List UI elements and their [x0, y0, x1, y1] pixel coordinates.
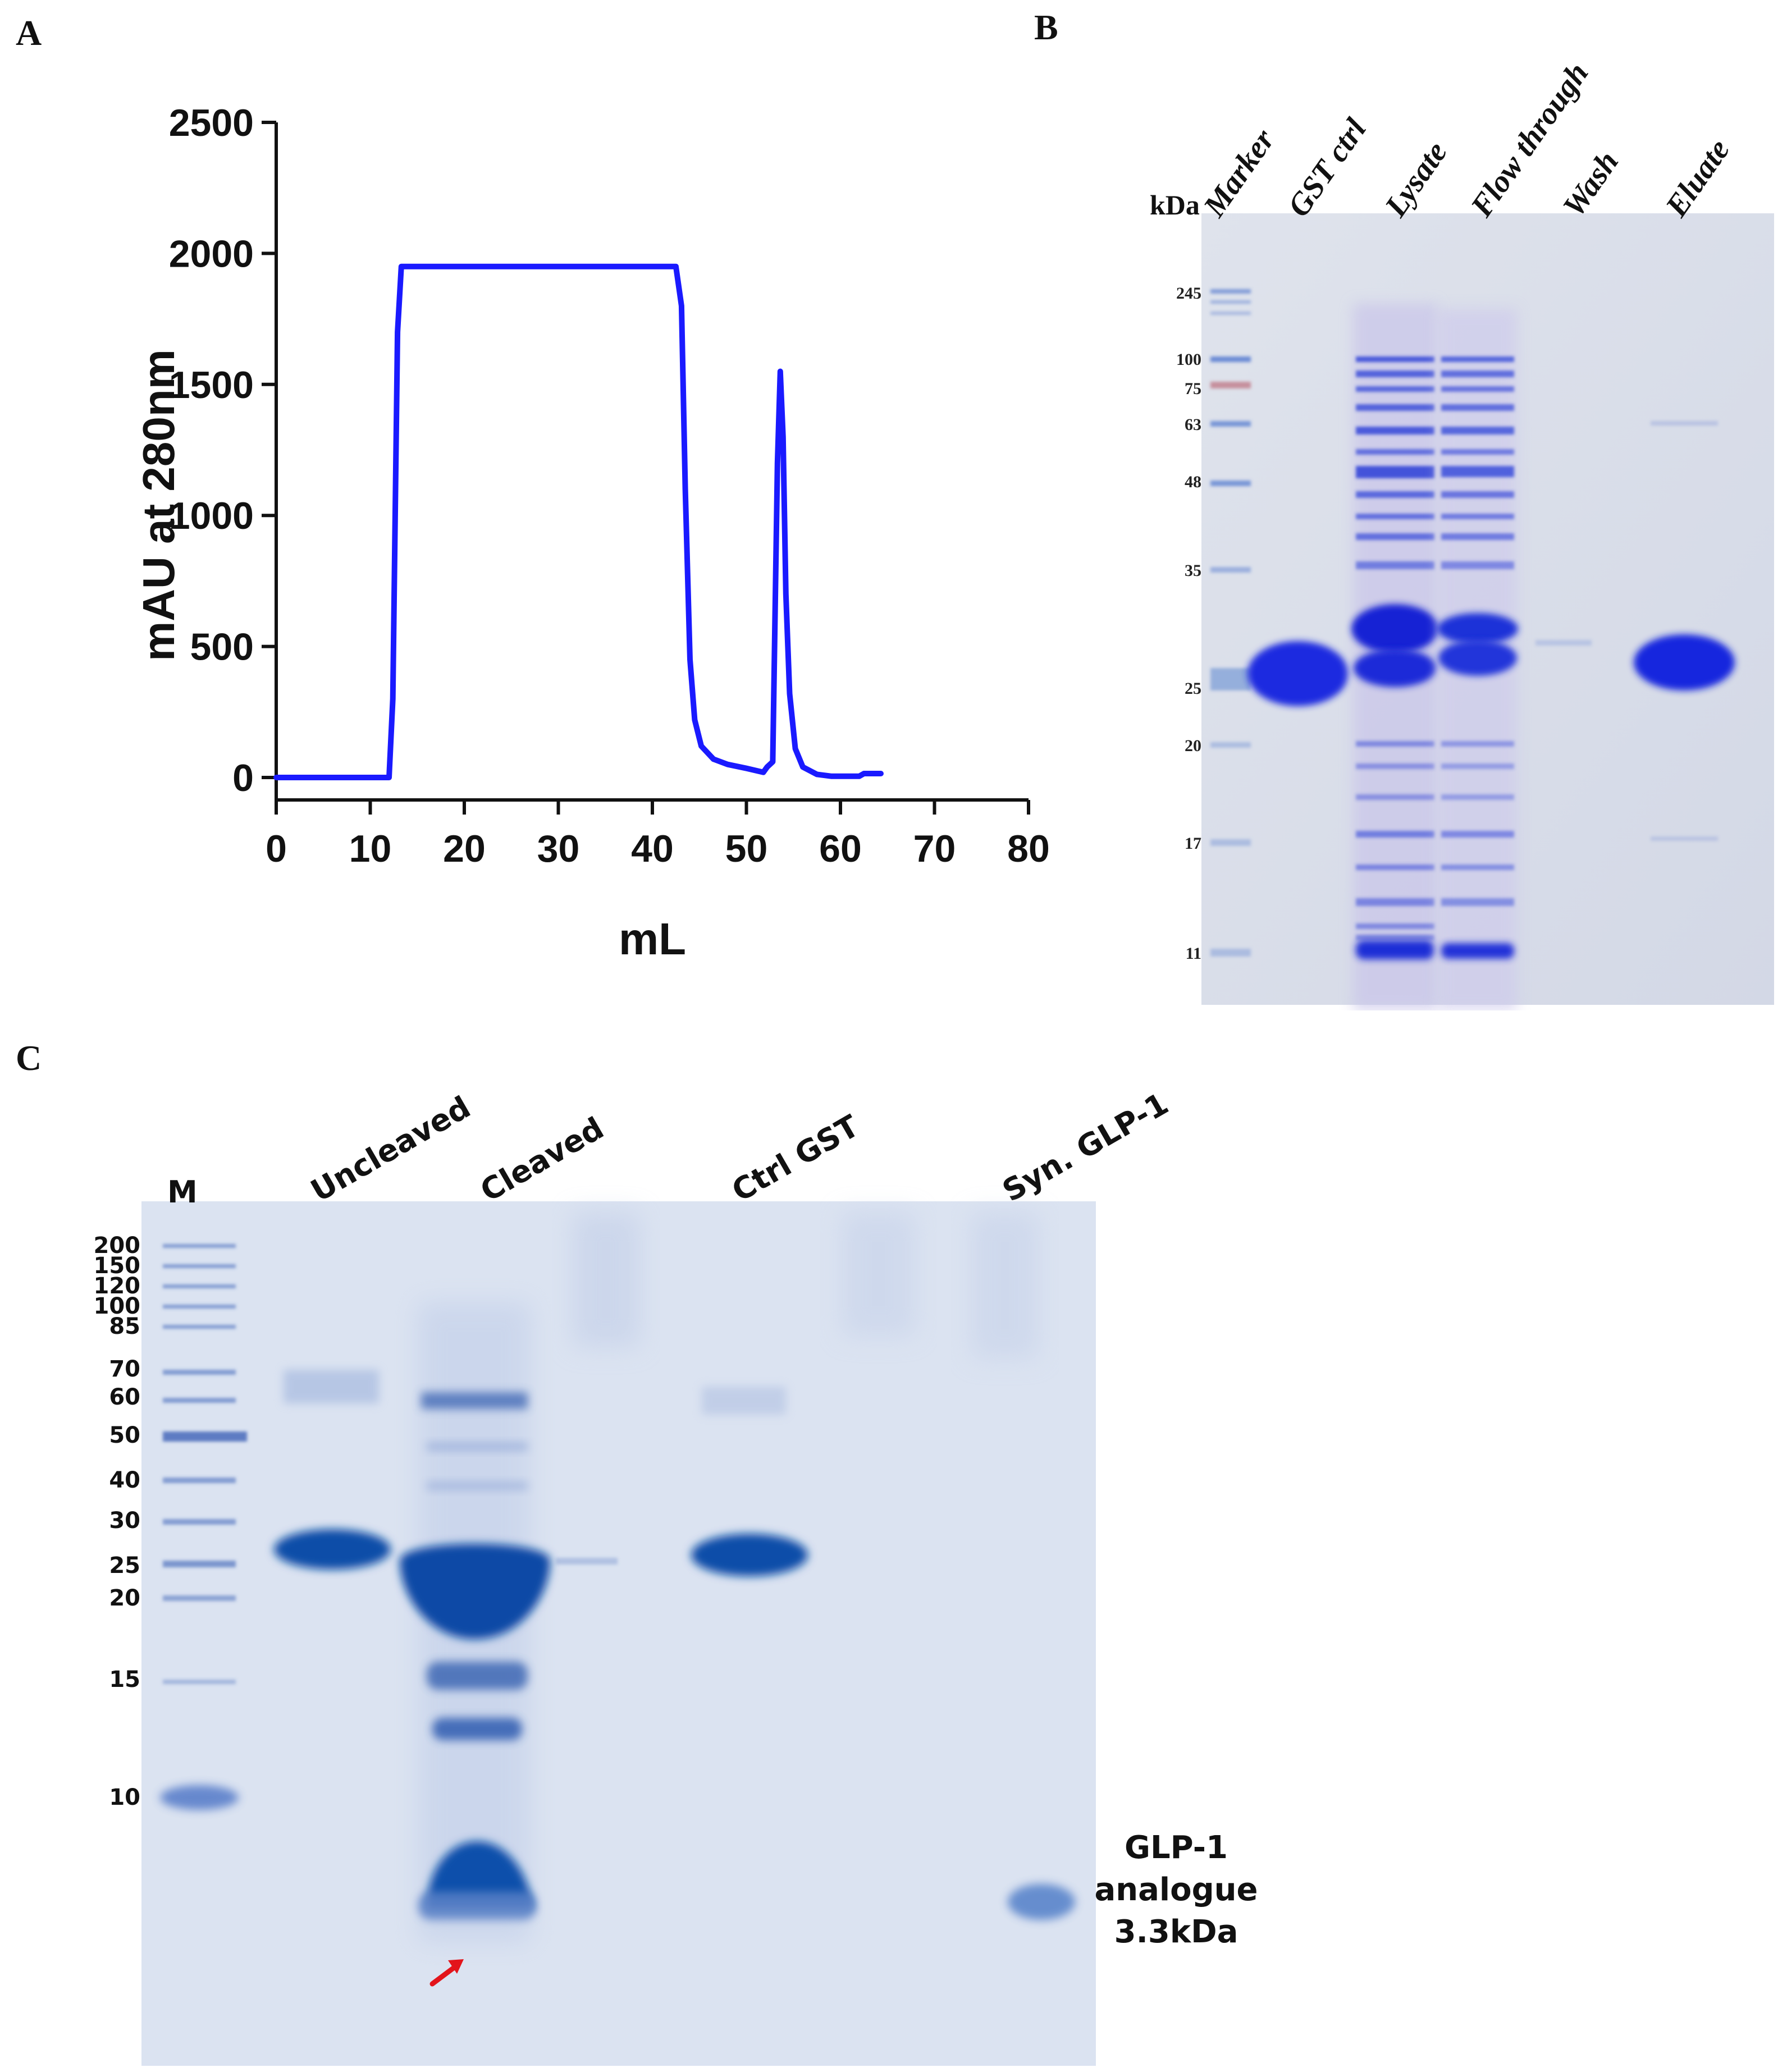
gel-b-mw-75: 75: [1185, 379, 1201, 398]
glp1-annotation-line2: analogue: [1094, 1872, 1258, 1908]
gel-c-lane-label-uncleaved: Uncleaved: [305, 1090, 476, 1209]
gel-c-marker-10kda-band: [160, 1785, 239, 1810]
gel-c-lane-label-ctrl-gst: Ctrl GST: [726, 1108, 865, 1209]
gel-b-unit-label: kDa: [1150, 189, 1200, 221]
gel-c-mw-150: 150: [94, 1253, 141, 1279]
gel-b-lane-label-eluate: Eluate: [1658, 133, 1736, 223]
x-tick-label: 10: [349, 827, 392, 870]
gel-c-mw-70: 70: [109, 1356, 140, 1382]
x-tick-label: 20: [443, 827, 486, 870]
gel-b-lane-label-lysate: Lysate: [1378, 135, 1454, 223]
gel-b-lysate-lane: [1351, 303, 1439, 1010]
gel-c-faint-band: [556, 1558, 618, 1565]
panel-label-b: B: [1034, 7, 1058, 47]
gel-b-mw-25: 25: [1185, 679, 1201, 698]
gel-b-mw-63: 63: [1185, 415, 1201, 434]
x-tick-label: 70: [913, 827, 956, 870]
y-tick-label: 1000: [169, 495, 254, 537]
y-tick-label: 0: [232, 757, 254, 799]
gel-c-mw-20: 20: [109, 1585, 140, 1611]
gel-c-mw-15: 15: [109, 1667, 140, 1693]
glp1-annotation-line3: 3.3kDa: [1114, 1914, 1238, 1950]
gel-b-mw-35: 35: [1185, 561, 1201, 580]
gel-b-gst-ctrl-band: [1247, 641, 1349, 706]
gel-c-mw-25: 25: [109, 1553, 140, 1579]
gel-b: Marker GST ctrl Lysate Flow through Wash…: [1150, 57, 1774, 1010]
gel-c-mw-30: 30: [109, 1508, 140, 1534]
gel-c-cleaved-lane: [400, 1302, 550, 1942]
gel-b-lane-label-wash: Wash: [1556, 145, 1625, 223]
gel-b-mw-17: 17: [1185, 834, 1201, 853]
gel-b-marker-lane: [1210, 289, 1251, 957]
y-tick-label: 1500: [169, 364, 254, 406]
x-tick-label: 60: [819, 827, 862, 870]
gel-c-mw-60: 60: [109, 1384, 140, 1410]
chromatogram-chart: 0 500 1000 1500 2000 2500 0 10 20 30 40 50 60 70 80 mA…: [134, 102, 1050, 964]
gel-c-syn-glp1-band: [1008, 1884, 1075, 1920]
panel-label-c: C: [16, 1038, 42, 1078]
gel-c-ctrl-gst-lane: [691, 1387, 808, 1576]
x-tick-label: 80: [1007, 827, 1050, 870]
x-axis-title: mL: [619, 914, 686, 964]
gel-b-lane-label-gst-ctrl: GST ctrl: [1281, 112, 1373, 223]
gel-c-uncleaved-lane: [274, 1370, 391, 1570]
gel-c-lane-label-syn-glp1: Syn. GLP-1: [997, 1086, 1174, 1209]
gel-c-mw-40: 40: [109, 1467, 140, 1493]
gel-c-lane-label-m: M: [167, 1174, 198, 1210]
y-tick-label: 2500: [169, 102, 254, 144]
gel-c: M Uncleaved Cleaved Ctrl GST Syn. GLP-1 …: [94, 1086, 1258, 2066]
gel-c-mw-10: 10: [109, 1785, 140, 1810]
series-line: [273, 263, 884, 780]
gel-b-mw-48: 48: [1185, 473, 1201, 491]
gel-c-faint-streak-1: [573, 1213, 640, 1347]
gel-b-mw-20: 20: [1185, 737, 1201, 755]
gel-c-mw-120: 120: [94, 1273, 141, 1299]
gel-c-mw-100: 100: [94, 1293, 141, 1319]
x-tick-label: 40: [631, 827, 674, 870]
gel-b-lane-label-marker: Marker: [1196, 122, 1282, 223]
glp1-annotation-line1: GLP-1: [1125, 1829, 1228, 1866]
gel-c-lane-label-cleaved: Cleaved: [474, 1110, 610, 1209]
gel-b-eluate-lane: [1634, 421, 1735, 841]
gel-b-flow-through-lane: [1437, 309, 1518, 1010]
x-tick-label: 0: [266, 827, 287, 870]
gel-c-faint-streak-2: [842, 1213, 915, 1336]
y-tick-label: 500: [190, 626, 254, 669]
red-arrow-icon: [429, 1959, 464, 1987]
gel-c-marker-lane: [163, 1244, 247, 1684]
gel-c-mw-50: 50: [109, 1423, 140, 1448]
y-axis-title: mAU at 280nm: [134, 349, 184, 661]
gel-b-mw-100: 100: [1176, 350, 1201, 369]
panel-label-a: A: [16, 13, 42, 53]
gel-b-mw-245: 245: [1176, 284, 1201, 303]
x-tick-label: 30: [537, 827, 580, 870]
gel-c-mw-200: 200: [94, 1233, 141, 1259]
gel-b-mw-11: 11: [1186, 944, 1201, 963]
gel-c-faint-streak-3: [971, 1213, 1039, 1359]
y-tick-label: 2000: [169, 232, 254, 275]
x-tick-label: 50: [725, 827, 768, 870]
gel-c-mw-85: 85: [109, 1314, 140, 1339]
gel-b-wash-band: [1535, 640, 1592, 646]
